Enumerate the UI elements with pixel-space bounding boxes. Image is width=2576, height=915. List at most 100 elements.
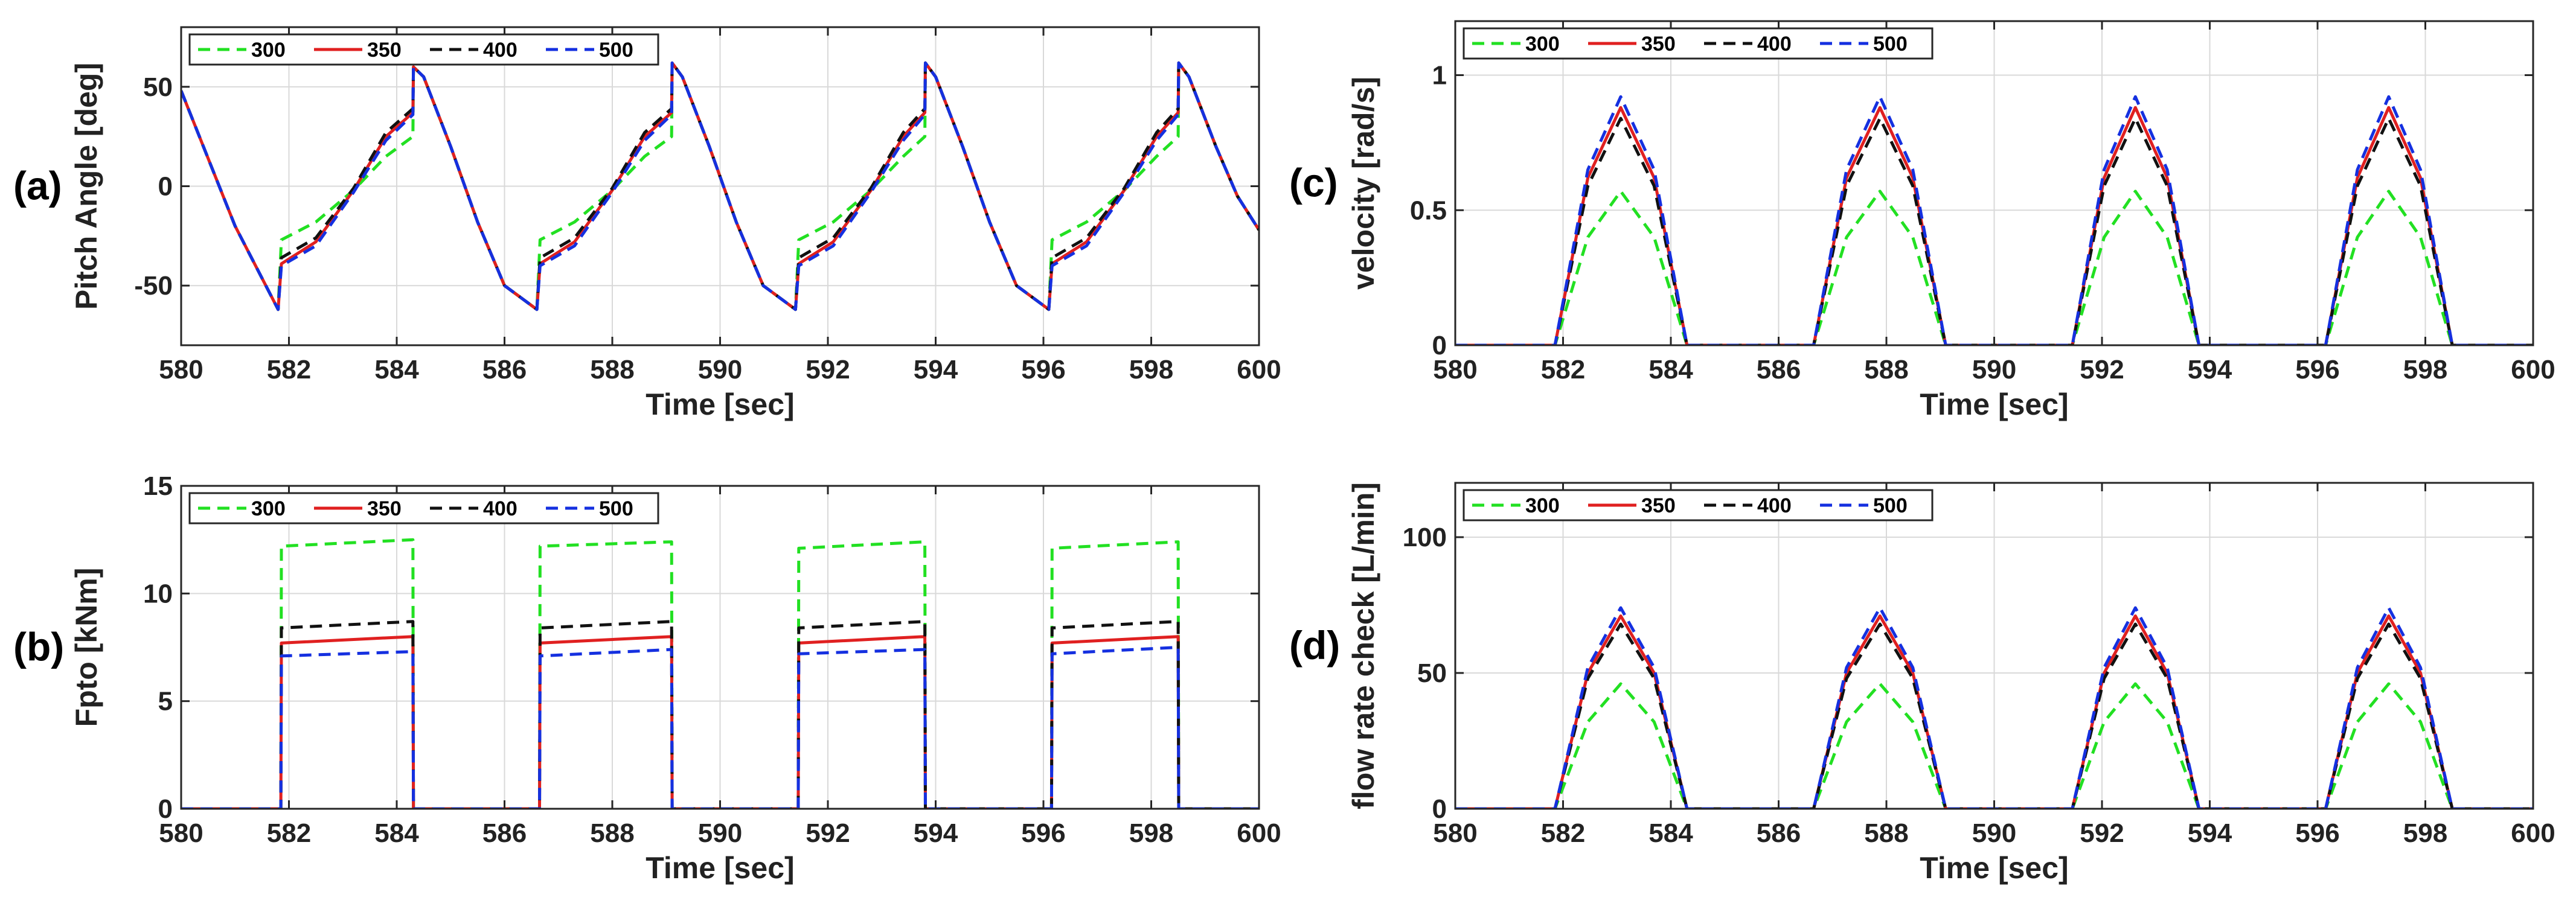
series-line-500 <box>1455 95 2533 345</box>
x-tick-label: 586 <box>482 355 527 384</box>
legend-label-350: 350 <box>1641 33 1676 56</box>
series-line-350 <box>1455 614 2533 809</box>
x-tick-label: 594 <box>2188 355 2232 384</box>
x-tick-label: 600 <box>2511 355 2555 384</box>
x-tick-label: 596 <box>2295 818 2339 848</box>
panel-label: (c) <box>1289 161 1338 205</box>
y-tick-label: 50 <box>143 72 173 102</box>
x-tick-label: 592 <box>2080 355 2124 384</box>
x-tick-label: 584 <box>1648 355 1693 384</box>
legend-label-300: 300 <box>251 39 286 62</box>
x-tick-label: 600 <box>1237 818 1281 848</box>
x-tick-label: 580 <box>1433 355 1477 384</box>
panel-label: (d) <box>1289 623 1340 668</box>
x-axis-label: Time [sec] <box>1920 387 2068 421</box>
x-tick-label: 596 <box>2295 355 2339 384</box>
legend-label-300: 300 <box>251 497 286 520</box>
x-tick-label: 580 <box>1433 818 1477 848</box>
y-tick-label: 50 <box>1417 658 1447 688</box>
x-tick-label: 598 <box>1129 355 1173 384</box>
legend: 300 350 400 500 <box>1463 489 1934 521</box>
y-axis-label: velocity [rad/s] <box>1347 77 1380 290</box>
legend-box <box>188 492 659 524</box>
series-line-350 <box>181 635 1259 809</box>
y-axis-label: flow rate check [L/min] <box>1347 482 1380 809</box>
panel-d: 580 582 584 586 588 590 592 594 596 598 600 0 50 100 T… <box>1289 482 2555 885</box>
x-tick-label: 592 <box>806 355 850 384</box>
x-tick-label: 582 <box>267 355 311 384</box>
y-axis-label: Pitch Angle [deg] <box>69 63 103 310</box>
x-tick-label: 594 <box>914 818 958 848</box>
y-tick-label: 0 <box>1432 794 1447 824</box>
x-tick-label: 594 <box>2188 818 2232 848</box>
legend-label-350: 350 <box>367 497 402 520</box>
series-line-400 <box>1455 622 2533 809</box>
y-tick-label: 15 <box>143 471 173 501</box>
legend-label-400: 400 <box>1757 33 1792 56</box>
x-tick-label: 580 <box>159 355 203 384</box>
y-tick-label: 0 <box>158 794 173 824</box>
x-tick-label: 590 <box>1972 355 2016 384</box>
x-axis-label: Time [sec] <box>1920 851 2068 885</box>
panel-label: (a) <box>13 164 62 208</box>
x-tick-label: 594 <box>914 355 958 384</box>
legend-label-350: 350 <box>367 39 402 62</box>
x-tick-label: 582 <box>1541 355 1585 384</box>
legend: 300 350 400 500 <box>188 33 659 66</box>
y-tick-label: -50 <box>134 271 173 301</box>
y-tick-label: 0 <box>158 172 173 202</box>
legend-label-300: 300 <box>1525 33 1560 56</box>
series-line-400 <box>1455 116 2533 345</box>
legend-label-400: 400 <box>483 39 517 62</box>
y-tick-label: 10 <box>143 579 173 608</box>
y-tick-label: 100 <box>1403 523 1447 552</box>
legend-box <box>188 33 659 66</box>
x-tick-label: 588 <box>1864 355 1908 384</box>
series-line-300 <box>1455 190 2533 345</box>
y-tick-label: 1 <box>1432 61 1447 91</box>
legend-label-500: 500 <box>599 39 633 62</box>
legend-box <box>1463 27 1934 60</box>
x-tick-label: 582 <box>1541 818 1585 848</box>
x-tick-label: 598 <box>1129 818 1173 848</box>
x-tick-label: 582 <box>267 818 311 848</box>
x-tick-label: 590 <box>698 355 742 384</box>
x-tick-label: 586 <box>1757 818 1801 848</box>
legend-label-400: 400 <box>483 497 517 520</box>
x-axis-label: Time [sec] <box>646 851 794 885</box>
x-tick-label: 598 <box>2403 818 2447 848</box>
legend-label-500: 500 <box>1873 33 1908 56</box>
x-tick-label: 588 <box>590 818 634 848</box>
x-tick-label: 584 <box>374 355 419 384</box>
legend-label-500: 500 <box>599 497 633 520</box>
x-tick-label: 590 <box>698 818 742 848</box>
x-tick-label: 598 <box>2403 355 2447 384</box>
y-tick-label: 5 <box>158 687 173 716</box>
y-tick-label: 0 <box>1432 331 1447 360</box>
y-axis-label: Fpto [kNm] <box>69 568 103 727</box>
legend-label-350: 350 <box>1641 494 1676 517</box>
series-line-350 <box>1455 106 2533 345</box>
x-tick-label: 592 <box>2080 818 2124 848</box>
x-tick-label: 592 <box>806 818 850 848</box>
x-tick-label: 584 <box>374 818 419 848</box>
legend-box <box>1463 489 1934 521</box>
x-tick-label: 588 <box>1864 818 1908 848</box>
series-line-500 <box>1455 606 2533 809</box>
x-tick-label: 600 <box>1237 355 1281 384</box>
series-line-500 <box>181 646 1259 809</box>
x-tick-label: 580 <box>159 818 203 848</box>
x-tick-label: 596 <box>1021 818 1065 848</box>
legend-label-500: 500 <box>1873 494 1908 517</box>
x-tick-label: 584 <box>1648 818 1693 848</box>
x-tick-label: 586 <box>482 818 527 848</box>
panel-c: 580 582 584 586 588 590 592 594 596 598 600 0 0.5 1 Ti… <box>1289 20 2555 421</box>
series-line-300 <box>1455 682 2533 809</box>
panel-label: (b) <box>13 625 64 669</box>
panel-a: 580 582 584 586 588 590 592 594 596 598 600 -50 0 50 T… <box>13 26 1281 421</box>
panel-b: 580 582 584 586 588 590 592 594 596 598 600 0 5 10 15 T… <box>13 471 1281 885</box>
x-axis-label: Time [sec] <box>646 387 794 421</box>
series-line-500 <box>181 61 1259 311</box>
legend: 300 350 400 500 <box>1463 27 1934 60</box>
